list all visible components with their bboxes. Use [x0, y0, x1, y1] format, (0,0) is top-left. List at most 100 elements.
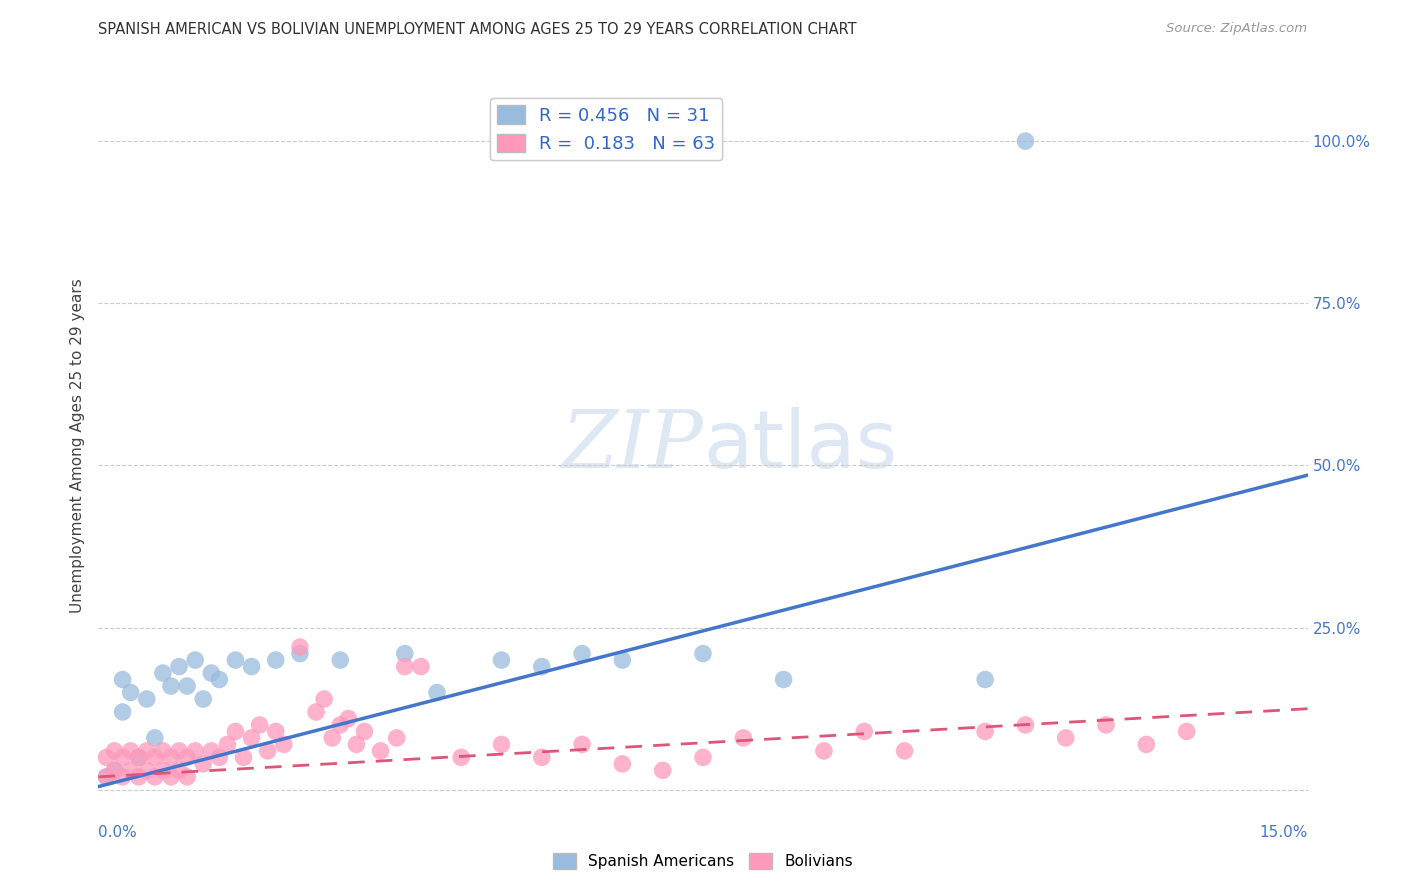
Point	[394, 659, 416, 673]
Point	[143, 731, 166, 745]
Point	[152, 666, 174, 681]
Point	[571, 647, 593, 661]
Point	[491, 738, 513, 752]
Point	[1135, 738, 1157, 752]
Point	[184, 653, 207, 667]
Point	[409, 659, 432, 673]
Point	[314, 692, 336, 706]
Point	[224, 653, 246, 667]
Point	[143, 750, 166, 764]
Text: ZIP: ZIP	[561, 408, 703, 484]
Point	[128, 770, 150, 784]
Point	[571, 738, 593, 752]
Point	[249, 718, 271, 732]
Point	[184, 744, 207, 758]
Point	[288, 647, 311, 661]
Point	[491, 653, 513, 667]
Point	[893, 744, 915, 758]
Point	[813, 744, 835, 758]
Point	[1014, 718, 1036, 732]
Point	[111, 750, 134, 764]
Point	[111, 770, 134, 784]
Point	[152, 744, 174, 758]
Point	[224, 724, 246, 739]
Point	[152, 764, 174, 778]
Point	[232, 750, 254, 764]
Text: SPANISH AMERICAN VS BOLIVIAN UNEMPLOYMENT AMONG AGES 25 TO 29 YEARS CORRELATION : SPANISH AMERICAN VS BOLIVIAN UNEMPLOYMEN…	[98, 22, 858, 37]
Point	[160, 679, 183, 693]
Point	[111, 673, 134, 687]
Point	[385, 731, 408, 745]
Point	[176, 679, 198, 693]
Text: Source: ZipAtlas.com: Source: ZipAtlas.com	[1167, 22, 1308, 36]
Point	[651, 764, 673, 778]
Point	[103, 764, 125, 778]
Point	[853, 724, 876, 739]
Point	[353, 724, 375, 739]
Point	[337, 711, 360, 725]
Point	[612, 653, 634, 667]
Point	[96, 750, 118, 764]
Point	[344, 738, 367, 752]
Point	[692, 647, 714, 661]
Point	[111, 705, 134, 719]
Point	[217, 738, 239, 752]
Point	[733, 731, 755, 745]
Point	[120, 744, 142, 758]
Point	[256, 744, 278, 758]
Legend: Spanish Americans, Bolivians: Spanish Americans, Bolivians	[547, 847, 859, 875]
Point	[176, 770, 198, 784]
Point	[273, 738, 295, 752]
Point	[530, 750, 553, 764]
Point	[208, 750, 231, 764]
Text: atlas: atlas	[703, 407, 897, 485]
Point	[329, 653, 352, 667]
Point	[143, 770, 166, 784]
Point	[128, 750, 150, 764]
Text: 15.0%: 15.0%	[1260, 825, 1308, 840]
Point	[103, 764, 125, 778]
Point	[103, 744, 125, 758]
Point	[426, 685, 449, 699]
Point	[96, 770, 118, 784]
Point	[160, 770, 183, 784]
Point	[160, 750, 183, 764]
Point	[1095, 718, 1118, 732]
Point	[450, 750, 472, 764]
Point	[394, 647, 416, 661]
Point	[530, 659, 553, 673]
Point	[612, 756, 634, 771]
Point	[288, 640, 311, 654]
Point	[128, 750, 150, 764]
Point	[1054, 731, 1077, 745]
Point	[96, 770, 118, 784]
Point	[692, 750, 714, 764]
Point	[321, 731, 343, 745]
Point	[329, 718, 352, 732]
Point	[240, 659, 263, 673]
Point	[370, 744, 392, 758]
Point	[974, 724, 997, 739]
Point	[240, 731, 263, 745]
Point	[264, 724, 287, 739]
Point	[974, 673, 997, 687]
Point	[167, 659, 190, 673]
Legend: R = 0.456   N = 31, R =  0.183   N = 63: R = 0.456 N = 31, R = 0.183 N = 63	[491, 98, 723, 161]
Point	[1014, 134, 1036, 148]
Point	[772, 673, 794, 687]
Point	[1175, 724, 1198, 739]
Point	[305, 705, 328, 719]
Point	[193, 692, 215, 706]
Point	[167, 764, 190, 778]
Point	[193, 756, 215, 771]
Point	[167, 744, 190, 758]
Point	[200, 744, 222, 758]
Point	[200, 666, 222, 681]
Point	[135, 744, 157, 758]
Point	[208, 673, 231, 687]
Point	[176, 750, 198, 764]
Point	[120, 764, 142, 778]
Point	[135, 692, 157, 706]
Text: 0.0%: 0.0%	[98, 825, 138, 840]
Y-axis label: Unemployment Among Ages 25 to 29 years: Unemployment Among Ages 25 to 29 years	[70, 278, 86, 614]
